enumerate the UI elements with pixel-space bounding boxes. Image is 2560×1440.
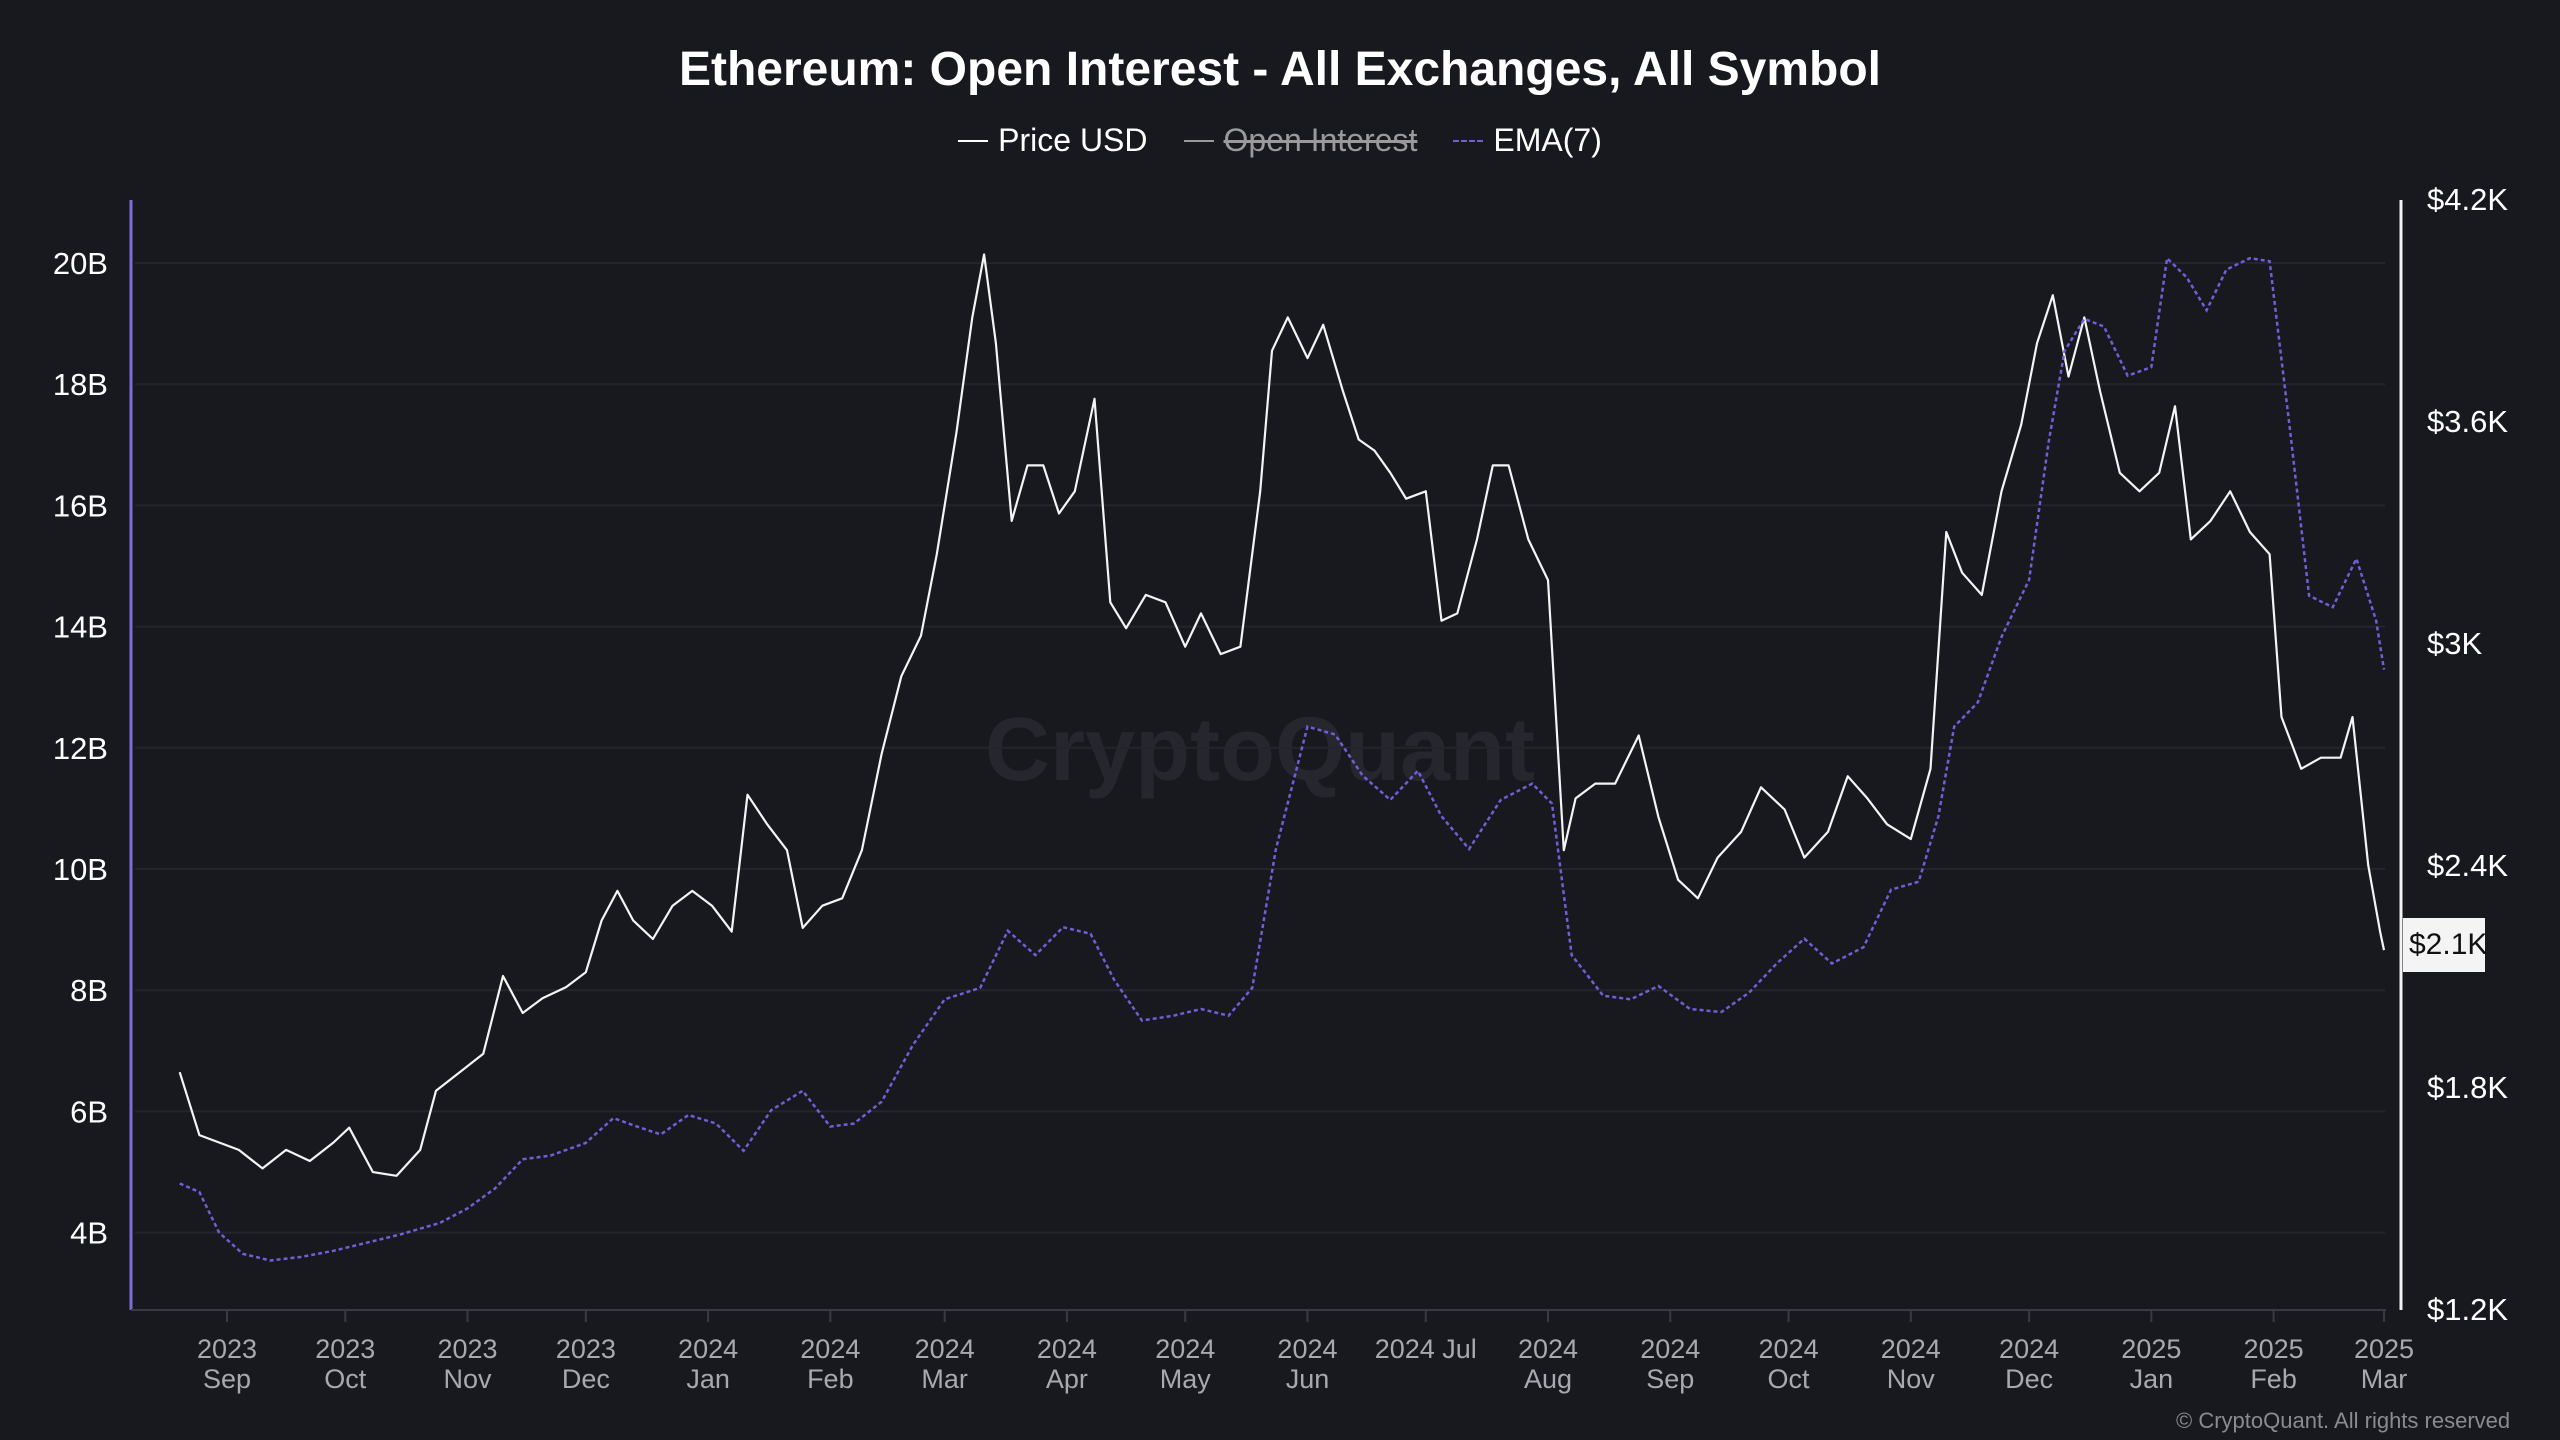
x-tick-month: Dec bbox=[562, 1364, 610, 1394]
copyright: © CryptoQuant. All rights reserved bbox=[2176, 1408, 2511, 1433]
x-tick-year: 2024 bbox=[1518, 1334, 1578, 1364]
x-tick-month: Apr bbox=[1046, 1364, 1088, 1394]
x-tick-year: 2024 bbox=[915, 1334, 975, 1364]
x-tick-year: 2024 bbox=[1999, 1334, 2059, 1364]
left-tick-label: 16B bbox=[53, 488, 108, 523]
x-tick-month: Aug bbox=[1524, 1364, 1572, 1394]
x-tick-year: 2024 bbox=[678, 1334, 738, 1364]
x-tick-month: Feb bbox=[807, 1364, 854, 1394]
right-tick-label: $4.2K bbox=[2427, 182, 2508, 217]
x-tick-year: 2024 Jul bbox=[1375, 1334, 1477, 1364]
x-tick-month: Jun bbox=[1286, 1364, 1330, 1394]
x-tick-month: May bbox=[1160, 1364, 1212, 1394]
legend-item-ema[interactable]: EMA(7) bbox=[1453, 122, 1602, 159]
x-tick-month: Jan bbox=[2130, 1364, 2174, 1394]
right-tick-label: $3.6K bbox=[2427, 404, 2508, 439]
ema-swatch bbox=[1453, 139, 1484, 142]
legend-item-open-interest[interactable]: Open Interest bbox=[1183, 122, 1418, 159]
right-tick-label: $2.4K bbox=[2427, 848, 2508, 883]
current-price-label: $2.1K bbox=[2403, 918, 2487, 972]
x-tick-month: Sep bbox=[203, 1364, 251, 1394]
watermark: CryptoQuant bbox=[985, 700, 1535, 800]
x-tick-year: 2025 bbox=[2121, 1334, 2181, 1364]
left-tick-label: 14B bbox=[53, 610, 108, 645]
grid bbox=[135, 262, 2385, 1234]
x-tick-year: 2023 bbox=[556, 1334, 616, 1364]
x-tick-month: Jan bbox=[686, 1364, 730, 1394]
price-line bbox=[178, 253, 2386, 1177]
series bbox=[178, 253, 2386, 1262]
x-tick-year: 2024 bbox=[1881, 1334, 1941, 1364]
left-tick-label: 20B bbox=[53, 246, 108, 281]
x-tick-month: Sep bbox=[1646, 1364, 1694, 1394]
x-tick-year: 2024 bbox=[1037, 1334, 1097, 1364]
x-tick-month: Dec bbox=[2005, 1364, 2053, 1394]
left-tick-label: 4B bbox=[70, 1216, 108, 1251]
x-tick-year: 2023 bbox=[315, 1334, 375, 1364]
legend-label: Price USD bbox=[998, 122, 1148, 158]
x-tick-month: Mar bbox=[921, 1364, 968, 1394]
x-tick-year: 2024 bbox=[1155, 1334, 1215, 1364]
legend-item-price[interactable]: Price USD bbox=[958, 122, 1148, 159]
x-tick-year: 2024 bbox=[1277, 1334, 1337, 1364]
ema-line bbox=[179, 255, 2386, 1262]
left-tick-label: 6B bbox=[70, 1094, 108, 1129]
legend-label: Open Interest bbox=[1223, 122, 1418, 158]
axes: 4B 6B 8B 10B 12B 14B 16B 18B 20B $1.2K $1.8K $2.4K $… bbox=[53, 182, 2509, 1394]
legend-label: EMA(7) bbox=[1493, 122, 1602, 158]
x-tick-month: Nov bbox=[1887, 1364, 1936, 1394]
right-tick-label: $1.2K bbox=[2427, 1292, 2508, 1327]
chart-title: Ethereum: Open Interest - All Exchanges,… bbox=[678, 43, 1882, 96]
legend: Price USD Open Interest EMA(7) bbox=[0, 122, 2560, 159]
left-tick-label: 10B bbox=[53, 852, 108, 887]
x-tick-month: Feb bbox=[2250, 1364, 2297, 1394]
x-tick-year: 2024 bbox=[1640, 1334, 1700, 1364]
x-tick-month: Mar bbox=[2361, 1364, 2408, 1394]
x-tick-month: Oct bbox=[1768, 1364, 1811, 1394]
left-tick-label: 8B bbox=[70, 973, 108, 1008]
x-tick-month: Oct bbox=[324, 1364, 367, 1394]
x-tick-year: 2023 bbox=[197, 1334, 257, 1364]
right-tick-label: $3K bbox=[2427, 626, 2482, 661]
price-swatch bbox=[958, 139, 989, 142]
x-tick-year: 2025 bbox=[2354, 1334, 2414, 1364]
left-tick-label: 18B bbox=[53, 367, 108, 402]
x-tick-year: 2023 bbox=[438, 1334, 498, 1364]
open-interest-swatch bbox=[1183, 139, 1214, 142]
right-tick-label: $1.8K bbox=[2427, 1070, 2508, 1105]
left-tick-label: 12B bbox=[53, 731, 108, 766]
x-tick-month: Nov bbox=[444, 1364, 493, 1394]
x-tick-year: 2025 bbox=[2244, 1334, 2304, 1364]
x-tick-year: 2024 bbox=[800, 1334, 860, 1364]
x-tick-year: 2024 bbox=[1759, 1334, 1819, 1364]
